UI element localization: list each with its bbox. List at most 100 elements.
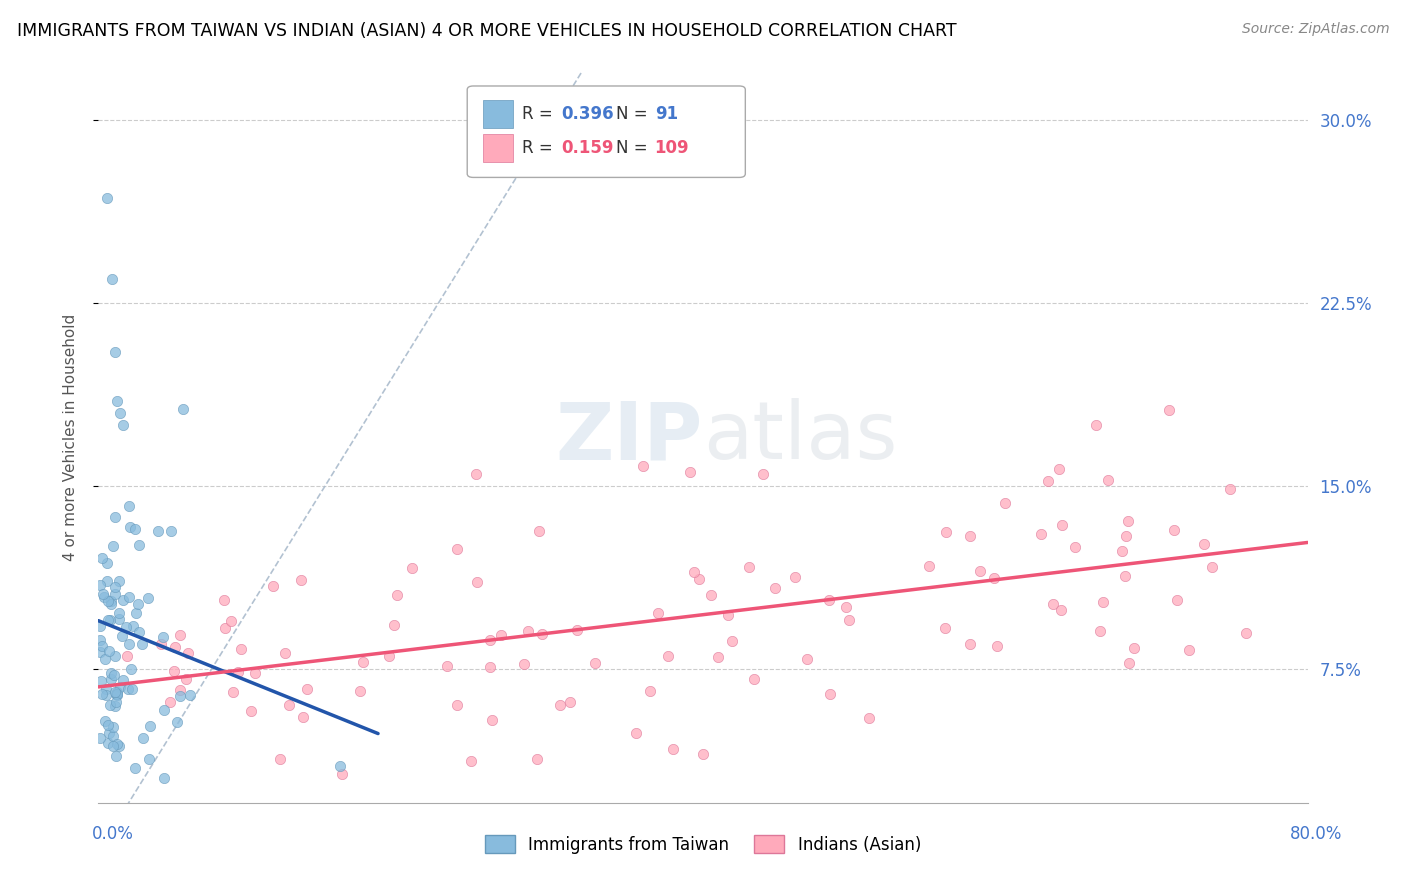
Point — [138, 751, 160, 765]
FancyBboxPatch shape — [467, 86, 745, 178]
Point — [104, 581, 127, 595]
Point — [125, 607, 148, 621]
Point — [111, 417, 134, 432]
Point — [783, 569, 806, 583]
Point — [97, 726, 120, 740]
Point — [436, 659, 458, 673]
Point — [100, 594, 122, 608]
Point — [1042, 597, 1064, 611]
Point — [139, 719, 162, 733]
Point — [446, 698, 468, 713]
Point — [91, 687, 114, 701]
Point — [229, 642, 252, 657]
Point — [97, 594, 120, 608]
Point — [101, 271, 124, 285]
Point — [101, 720, 124, 734]
Text: R =: R = — [522, 139, 558, 157]
Text: N =: N = — [616, 139, 652, 157]
Point — [548, 698, 571, 712]
Point — [935, 525, 957, 540]
Point — [118, 499, 141, 513]
Point — [117, 637, 139, 651]
Point — [101, 739, 124, 754]
Point — [918, 559, 941, 574]
Point — [94, 681, 117, 696]
Point — [330, 767, 353, 781]
Point — [101, 729, 124, 743]
Point — [858, 711, 880, 725]
Text: 0.396: 0.396 — [561, 104, 614, 123]
Point — [174, 672, 197, 686]
Point — [98, 644, 121, 658]
Point — [108, 680, 131, 694]
Point — [478, 660, 501, 674]
Point — [124, 761, 146, 775]
Point — [131, 637, 153, 651]
Point — [105, 687, 128, 701]
Point — [105, 748, 128, 763]
Point — [835, 599, 858, 614]
Point — [89, 619, 111, 633]
Point — [98, 613, 121, 627]
Point — [100, 672, 122, 686]
Point — [222, 685, 245, 699]
Point — [1166, 592, 1188, 607]
Point — [742, 673, 765, 687]
Point — [818, 593, 841, 607]
Point — [692, 747, 714, 761]
Point — [107, 612, 129, 626]
Point — [90, 674, 112, 689]
Point — [112, 592, 135, 607]
Point — [127, 597, 149, 611]
Point — [661, 742, 683, 756]
Point — [513, 657, 536, 671]
Point — [385, 588, 408, 602]
Point — [682, 565, 704, 579]
Point — [558, 696, 581, 710]
FancyBboxPatch shape — [482, 100, 513, 128]
Point — [89, 731, 111, 745]
Point — [128, 624, 150, 639]
Text: 109: 109 — [655, 139, 689, 157]
Point — [647, 607, 669, 621]
Text: atlas: atlas — [703, 398, 897, 476]
Point — [105, 393, 128, 408]
Point — [1029, 526, 1052, 541]
Point — [132, 731, 155, 745]
Point — [96, 191, 118, 205]
Point — [226, 665, 249, 680]
Point — [465, 467, 488, 481]
Point — [100, 665, 122, 680]
Point — [91, 551, 114, 566]
Point — [104, 510, 127, 524]
Point — [169, 683, 191, 698]
Point — [104, 344, 127, 359]
Point — [479, 632, 502, 647]
Point — [349, 683, 371, 698]
Point — [1047, 462, 1070, 476]
Point — [527, 524, 550, 539]
Point — [1049, 603, 1071, 617]
Point — [212, 593, 235, 607]
Text: R =: R = — [522, 104, 558, 123]
Point — [626, 726, 648, 740]
Point — [796, 652, 818, 666]
Point — [169, 689, 191, 703]
Point — [631, 459, 654, 474]
Point — [172, 401, 194, 416]
Point — [166, 714, 188, 729]
Point — [1111, 544, 1133, 558]
Point — [460, 754, 482, 768]
Point — [1116, 514, 1139, 528]
Point — [107, 739, 129, 753]
Point — [96, 556, 118, 570]
Point — [97, 718, 120, 732]
Point — [583, 656, 606, 670]
Point — [177, 646, 200, 660]
Point — [89, 645, 111, 659]
Point — [986, 639, 1008, 653]
Point — [104, 685, 127, 699]
Point — [262, 578, 284, 592]
Point — [700, 589, 723, 603]
Point — [1192, 536, 1215, 550]
